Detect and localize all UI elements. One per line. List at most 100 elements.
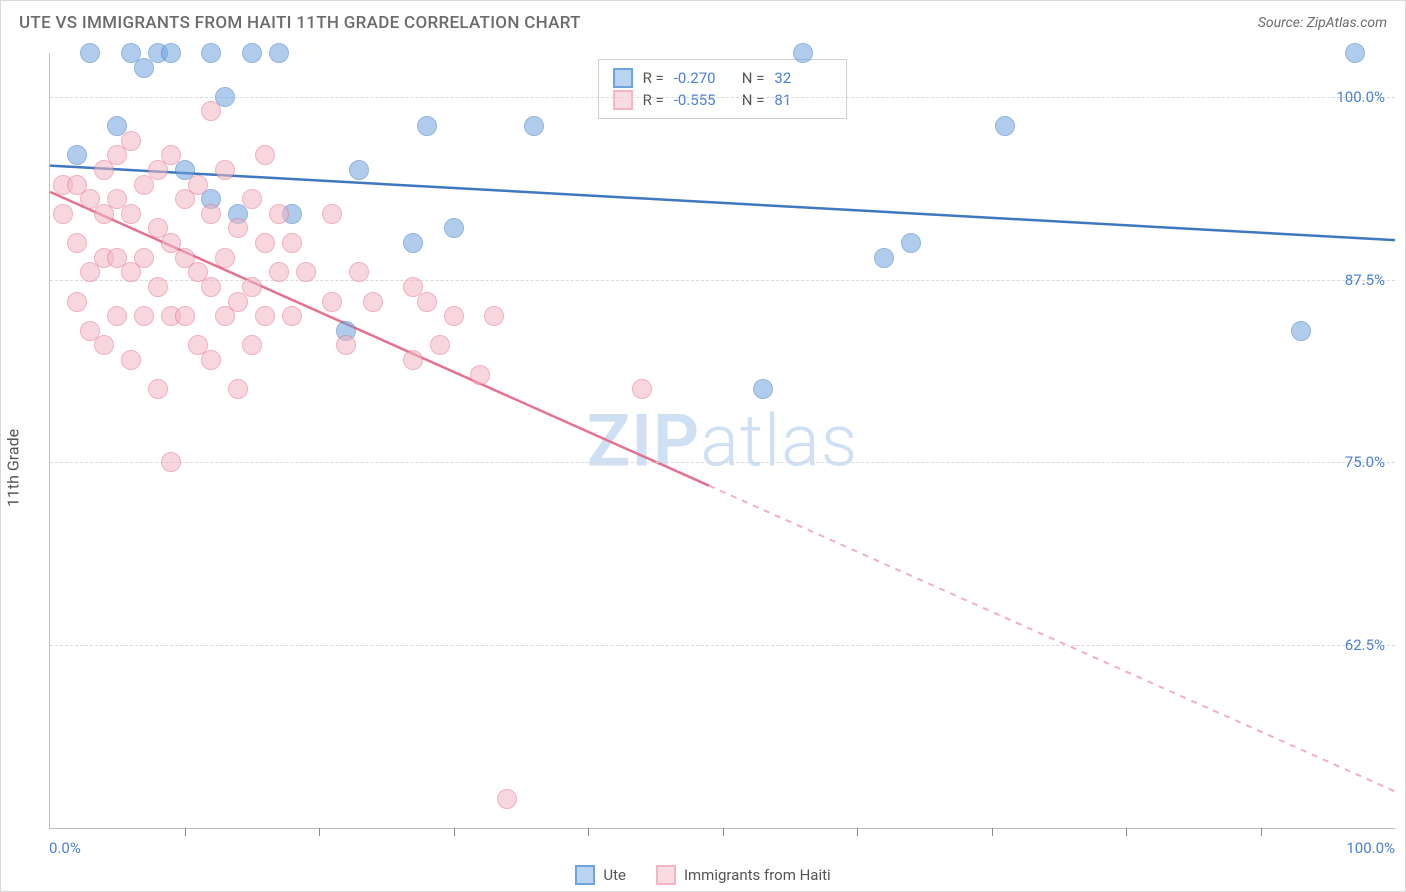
data-point	[67, 233, 87, 253]
data-point	[349, 262, 369, 282]
data-point	[524, 116, 544, 136]
data-point	[242, 335, 262, 355]
x-min-label: 0.0%	[49, 839, 81, 857]
data-point	[148, 379, 168, 399]
plot-area: ZIPatlas R = -0.270 N = 32 R = -0.555 N …	[49, 53, 1395, 829]
data-point	[161, 43, 181, 63]
x-tick	[857, 828, 858, 836]
x-max-label: 100.0%	[1346, 839, 1395, 857]
legend-label: Immigrants from Haiti	[684, 866, 831, 884]
data-point	[403, 350, 423, 370]
data-point	[793, 43, 813, 63]
data-point	[161, 145, 181, 165]
data-point	[134, 306, 154, 326]
x-tick	[1126, 828, 1127, 836]
data-point	[201, 277, 221, 297]
trend-lines	[50, 53, 1395, 828]
gridline-h	[50, 97, 1395, 98]
y-axis-label: 11th Grade	[4, 429, 23, 507]
n-value-haiti: 81	[774, 91, 832, 109]
legend-swatch-icon	[575, 865, 595, 885]
data-point	[269, 204, 289, 224]
x-tick	[723, 828, 724, 836]
data-point	[148, 277, 168, 297]
chart-body: 11th Grade ZIPatlas R = -0.270 N = 32 R …	[1, 45, 1405, 891]
data-point	[255, 306, 275, 326]
data-point	[242, 189, 262, 209]
data-point	[349, 160, 369, 180]
legend-label: Ute	[603, 866, 626, 884]
data-point	[753, 379, 773, 399]
data-point	[121, 204, 141, 224]
gridline-h	[50, 645, 1395, 646]
data-point	[80, 43, 100, 63]
data-point	[121, 350, 141, 370]
data-point	[228, 379, 248, 399]
data-point	[430, 335, 450, 355]
data-point	[363, 292, 383, 312]
data-point	[1291, 321, 1311, 341]
data-point	[296, 262, 316, 282]
r-value-haiti: -0.555	[674, 91, 732, 109]
data-point	[242, 43, 262, 63]
legend-item-haiti: Immigrants from Haiti	[656, 865, 831, 885]
correlation-legend: R = -0.270 N = 32 R = -0.555 N = 81	[598, 59, 848, 119]
x-tick	[992, 828, 993, 836]
data-point	[175, 306, 195, 326]
x-tick	[319, 828, 320, 836]
data-point	[228, 218, 248, 238]
data-point	[417, 292, 437, 312]
data-point	[874, 248, 894, 268]
data-point	[269, 43, 289, 63]
legend-swatch-haiti	[613, 90, 633, 110]
data-point	[282, 306, 302, 326]
data-point	[444, 306, 464, 326]
data-point	[497, 789, 517, 809]
data-point	[201, 204, 221, 224]
data-point	[161, 452, 181, 472]
y-tick-label: 87.5%	[1345, 271, 1385, 289]
data-point	[67, 145, 87, 165]
data-point	[403, 233, 423, 253]
data-point	[470, 365, 490, 385]
chart-header: UTE VS IMMIGRANTS FROM HAITI 11TH GRADE …	[1, 1, 1405, 41]
data-point	[269, 262, 289, 282]
data-point	[282, 233, 302, 253]
data-point	[67, 292, 87, 312]
x-tick	[1261, 828, 1262, 836]
gridline-h	[50, 462, 1395, 463]
legend-swatch-icon	[656, 865, 676, 885]
y-tick-label: 62.5%	[1345, 636, 1385, 654]
data-point	[201, 350, 221, 370]
chart-container: UTE VS IMMIGRANTS FROM HAITI 11TH GRADE …	[0, 0, 1406, 892]
data-point	[255, 145, 275, 165]
data-point	[484, 306, 504, 326]
y-tick-label: 100.0%	[1336, 88, 1385, 106]
data-point	[255, 233, 275, 253]
data-point	[1345, 43, 1365, 63]
data-point	[215, 248, 235, 268]
series-legend: Ute Immigrants from Haiti	[1, 865, 1405, 885]
legend-item-ute: Ute	[575, 865, 626, 885]
chart-title: UTE VS IMMIGRANTS FROM HAITI 11TH GRADE …	[19, 13, 581, 33]
legend-swatch-ute	[613, 68, 633, 88]
data-point	[336, 335, 356, 355]
n-value-ute: 32	[774, 69, 832, 87]
x-tick	[588, 828, 589, 836]
data-point	[121, 131, 141, 151]
y-tick-label: 75.0%	[1345, 453, 1385, 471]
data-point	[322, 204, 342, 224]
legend-row-ute: R = -0.270 N = 32	[613, 68, 833, 88]
legend-row-haiti: R = -0.555 N = 81	[613, 90, 833, 110]
data-point	[995, 116, 1015, 136]
data-point	[94, 335, 114, 355]
data-point	[417, 116, 437, 136]
data-point	[53, 204, 73, 224]
data-point	[242, 277, 262, 297]
data-point	[322, 292, 342, 312]
r-value-ute: -0.270	[674, 69, 732, 87]
x-tick	[185, 828, 186, 836]
chart-source: Source: ZipAtlas.com	[1258, 15, 1387, 31]
data-point	[215, 160, 235, 180]
data-point	[632, 379, 652, 399]
